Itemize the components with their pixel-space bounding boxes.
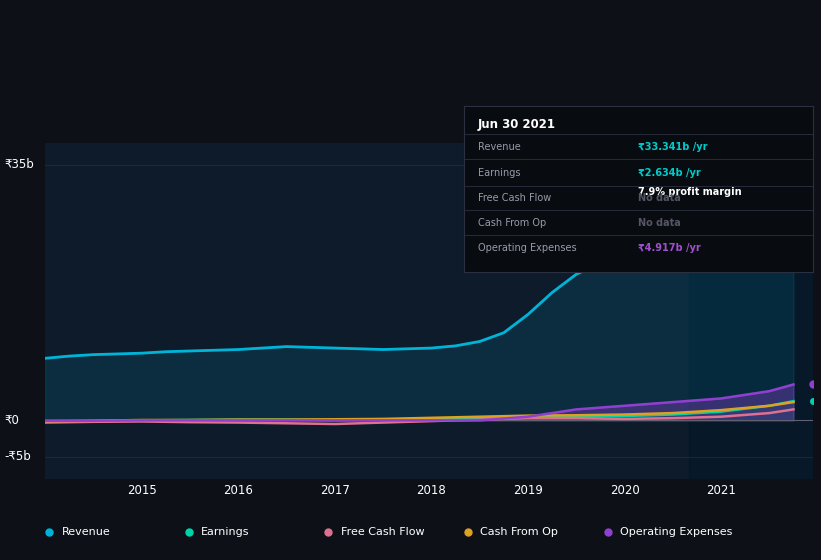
Text: ₹0: ₹0 [4, 414, 19, 427]
Text: Revenue: Revenue [478, 142, 521, 152]
Text: Earnings: Earnings [478, 169, 521, 178]
Text: Earnings: Earnings [201, 528, 250, 538]
Text: ₹2.634b /yr: ₹2.634b /yr [639, 169, 701, 178]
Text: ₹4.917b /yr: ₹4.917b /yr [639, 242, 701, 253]
Text: Free Cash Flow: Free Cash Flow [478, 193, 551, 203]
Text: Cash From Op: Cash From Op [480, 528, 558, 538]
Text: ₹33.341b /yr: ₹33.341b /yr [639, 142, 708, 152]
Text: Operating Expenses: Operating Expenses [620, 528, 732, 538]
Text: No data: No data [639, 193, 681, 203]
Text: ₹35b: ₹35b [4, 158, 34, 171]
Text: No data: No data [639, 218, 681, 228]
Text: Free Cash Flow: Free Cash Flow [341, 528, 424, 538]
Text: 7.9% profit margin: 7.9% profit margin [639, 187, 742, 197]
Bar [689, 143, 813, 479]
Text: Operating Expenses: Operating Expenses [478, 242, 576, 253]
Text: Jun 30 2021: Jun 30 2021 [478, 118, 556, 131]
Text: -₹5b: -₹5b [4, 450, 31, 463]
Text: Cash From Op: Cash From Op [478, 218, 546, 228]
Text: Revenue: Revenue [62, 528, 110, 538]
